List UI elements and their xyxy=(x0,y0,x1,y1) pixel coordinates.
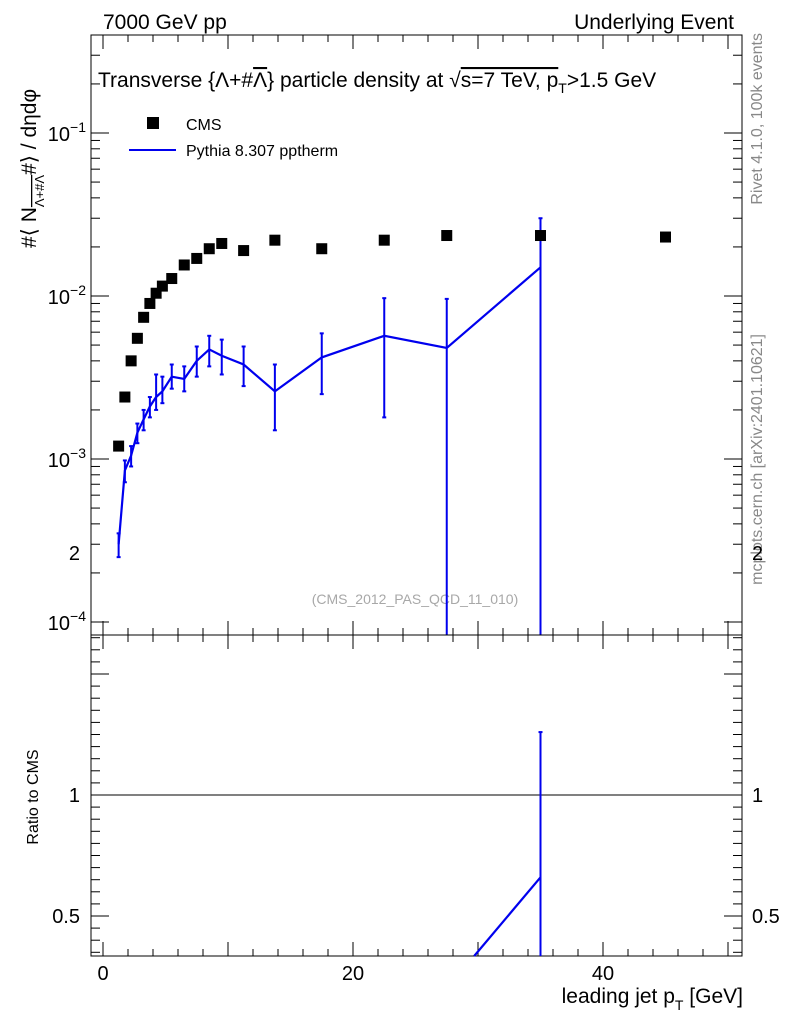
cms-data-point xyxy=(238,245,250,257)
xlabel-sub: T xyxy=(675,997,684,1013)
x-tick-label: 20 xyxy=(342,963,364,985)
x-axis-label: leading jet pT [GeV] xyxy=(562,985,743,1013)
cms-data-point xyxy=(191,252,203,264)
cms-data-point xyxy=(316,243,328,255)
header-left: 7000 GeV pp xyxy=(103,11,227,34)
main-y-tick-label: 10−4 xyxy=(48,608,86,635)
tick-base: 10 xyxy=(48,124,70,146)
cms-data-point xyxy=(113,440,125,452)
cms-data-point xyxy=(660,231,671,243)
ratio-y-tick-label-left: 2 xyxy=(69,543,80,565)
cms-data-point xyxy=(178,259,190,271)
header-right: Underlying Event xyxy=(574,11,734,34)
tick-base: 10 xyxy=(48,287,70,309)
cms-data-point xyxy=(156,280,168,292)
pythia-line xyxy=(117,266,542,545)
cms-data-point xyxy=(144,297,156,309)
legend-cms-marker xyxy=(147,117,159,129)
title-mid: } particle density at xyxy=(267,69,449,92)
main-y-tick-label: 10−3 xyxy=(48,445,86,472)
main-x-ticks xyxy=(102,35,729,635)
cms-data-point xyxy=(131,332,143,344)
title-sqrt: √ xyxy=(449,69,461,92)
tick-exponent: −1 xyxy=(70,119,86,135)
title-pre: Transverse {Λ+# xyxy=(98,69,253,92)
title-post: s=7 TeV, p xyxy=(461,69,559,92)
cms-data-point xyxy=(203,243,215,255)
main-y-tick-label: 10−1 xyxy=(48,119,86,146)
legend-pythia-label: Pythia 8.307 pptherm xyxy=(186,143,338,160)
x-tick-label: 40 xyxy=(592,963,614,985)
title-sub: T xyxy=(558,80,567,96)
cms-data-point xyxy=(216,237,228,249)
cms-data-point xyxy=(125,355,137,367)
cms-data-point xyxy=(138,311,150,323)
tick-exponent: −3 xyxy=(70,445,86,461)
cms-data-point xyxy=(166,273,178,285)
cms-data-point xyxy=(150,287,162,299)
legend-cms-label: CMS xyxy=(186,117,222,134)
tick-base: 10 xyxy=(48,613,70,635)
ratio-y-tick-label-right: 2 xyxy=(752,543,763,565)
cms-data-point xyxy=(269,234,281,246)
title-tail: >1.5 GeV xyxy=(567,69,656,92)
ratio-y-tick-label-left: 1 xyxy=(69,785,80,807)
x-tick-label: 0 xyxy=(97,963,108,985)
ratio-x-ticks xyxy=(102,635,729,956)
cms-data-point xyxy=(119,391,131,403)
main-title: Transverse {Λ+#Λ} particle density at √s… xyxy=(98,69,656,96)
ratio-y-tick-label-right: 0.5 xyxy=(752,906,780,928)
ratio-y-label: Ratio to CMS xyxy=(25,749,42,844)
x-tick-labels: 0 20 40 xyxy=(97,963,614,985)
ylabel-post: #⟩ / dηdφ xyxy=(18,89,41,175)
ylabel-sub: Λ+#Λ xyxy=(32,175,47,208)
rivet-label: Rivet 4.1.0, 100k events xyxy=(749,33,766,205)
main-y-label: #⟨ NΛ+#Λ#⟩ / dηdφ xyxy=(18,89,47,248)
ratio-y-tick-labels: 0.5 0.5 1 1 2 2 xyxy=(52,543,780,928)
ratio-pythia-series xyxy=(473,731,543,957)
cms-data-point xyxy=(441,230,453,242)
ratio-pythia-line xyxy=(473,876,542,957)
legend: CMS Pythia 8.307 pptherm xyxy=(129,117,338,160)
tick-exponent: −4 xyxy=(70,608,86,624)
ratio-y-tick-label-right: 1 xyxy=(752,785,763,807)
mcplots-label: mcplots.cern.ch [arXiv:2401.10621] xyxy=(749,334,766,585)
ratio-y-tick-label-left: 0.5 xyxy=(52,906,80,928)
analysis-watermark: (CMS_2012_PAS_QCD_11_010) xyxy=(312,591,519,607)
pythia-series xyxy=(116,217,543,635)
cms-data-point xyxy=(378,234,390,246)
tick-exponent: −2 xyxy=(70,282,86,298)
xlabel-post: [GeV] xyxy=(683,985,743,1008)
main-y-ticks xyxy=(91,54,742,623)
main-y-tick-labels: 10−110−210−310−4 xyxy=(48,119,86,635)
cms-data-point xyxy=(535,230,546,242)
main-y-tick-label: 10−2 xyxy=(48,282,86,309)
cms-series xyxy=(113,230,671,452)
ylabel-pre: #⟨ N xyxy=(18,207,41,248)
xlabel-pre: leading jet p xyxy=(562,985,675,1008)
tick-base: 10 xyxy=(48,450,70,472)
title-lambda-bar: Λ xyxy=(253,69,267,92)
